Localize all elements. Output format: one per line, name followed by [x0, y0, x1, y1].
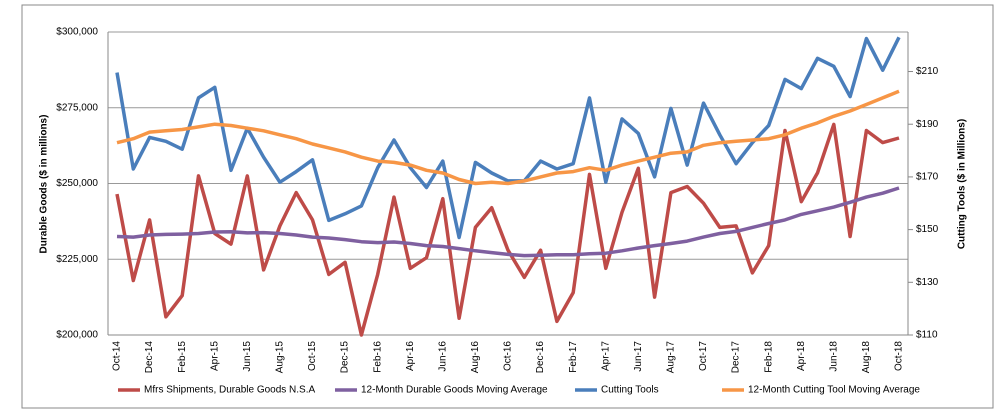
x-tick-label: Aug-17: [666, 341, 677, 374]
x-tick-label: Jun-15: [242, 341, 253, 372]
x-tick-label: Aug-15: [275, 341, 286, 374]
y2-tick-label: $130: [916, 277, 939, 288]
y-tick-label: $300,000: [56, 27, 98, 38]
x-tick-label: Dec-17: [731, 341, 742, 374]
x-tick-label: Dec-15: [340, 341, 351, 374]
y2-tick-label: $150: [916, 224, 939, 235]
y2-tick-label: $170: [916, 172, 939, 183]
x-tick-label: Feb-16: [372, 341, 383, 373]
y2-axis-title: Cutting Tools ($ in Millions): [957, 119, 968, 249]
y-axis-title: Durable Goods ($ in millions): [39, 115, 50, 254]
legend-label: 12-Month Cutting Tool Moving Average: [748, 385, 920, 396]
x-tick-label: Feb-17: [568, 341, 579, 373]
x-tick-label: Oct-16: [503, 341, 514, 371]
x-tick-label: Feb-18: [763, 341, 774, 373]
x-tick-label: Jun-17: [633, 341, 644, 372]
y-tick-label: $225,000: [56, 254, 98, 265]
x-tick-label: Aug-18: [861, 341, 872, 374]
x-tick-label: Dec-14: [144, 341, 155, 374]
x-tick-label: Jun-16: [437, 341, 448, 372]
legend-label: 12-Month Durable Goods Moving Average: [361, 385, 548, 396]
y-tick-label: $275,000: [56, 102, 98, 113]
series-line: [116, 89, 900, 186]
x-tick-label: Oct-17: [698, 341, 709, 371]
x-tick-label: Aug-16: [470, 341, 481, 374]
series-line: [115, 122, 900, 337]
x-tick-label: Feb-15: [177, 341, 188, 373]
y-tick-label: $200,000: [56, 330, 98, 341]
x-tick-label: Oct-18: [894, 341, 905, 371]
x-tick-label: Dec-16: [535, 341, 546, 374]
x-tick-label: Apr-17: [600, 341, 611, 371]
series-line: [116, 186, 900, 258]
y-tick-label: $250,000: [56, 178, 98, 189]
y2-tick-label: $110: [916, 330, 938, 341]
legend-label: Cutting Tools: [601, 385, 659, 396]
x-tick-label: Oct-14: [112, 341, 123, 371]
x-tick-label: Apr-16: [405, 341, 416, 371]
x-tick-label: Jun-18: [828, 341, 839, 372]
x-tick-label: Apr-18: [796, 341, 807, 371]
y2-tick-label: $210: [916, 66, 939, 77]
x-tick-label: Apr-15: [209, 341, 220, 371]
legend-label: Mfrs Shipments, Durable Goods N.S.A: [144, 385, 316, 396]
y2-tick-label: $190: [916, 119, 939, 130]
x-tick-label: Oct-15: [307, 341, 318, 371]
